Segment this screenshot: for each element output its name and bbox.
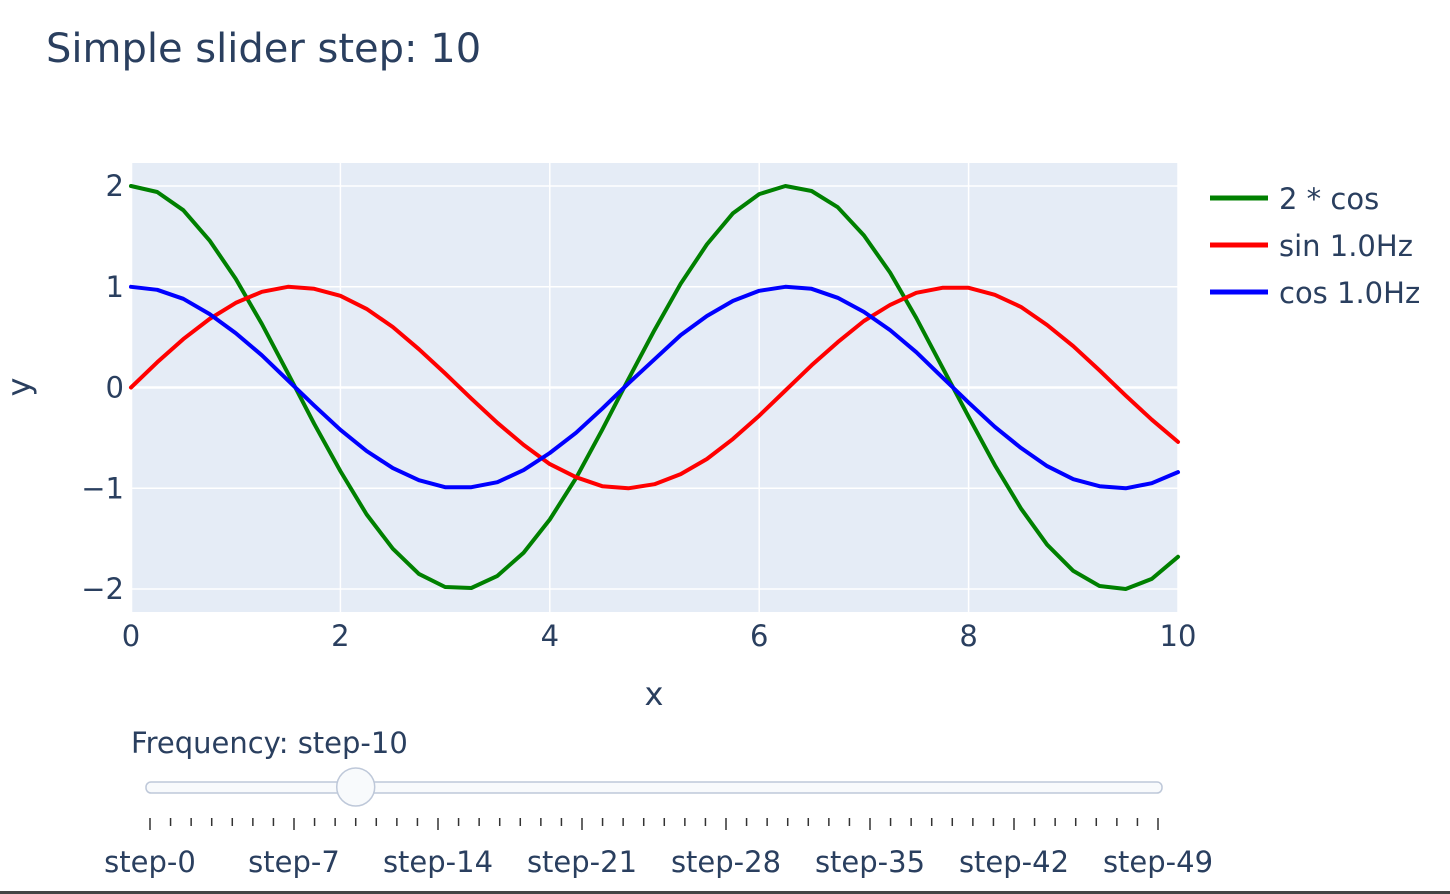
series-line-sin-1-0hz (129, 284, 1180, 491)
series-lines (129, 184, 1180, 591)
x-tick-label: 0 (122, 619, 140, 653)
legend-item[interactable]: sin 1.0Hz (1210, 229, 1413, 263)
x-tick-label: 4 (541, 619, 559, 653)
y-tick-label: 2 (106, 169, 124, 203)
slider-step-label[interactable]: step-42 (959, 845, 1069, 879)
y-axis-label: y (0, 378, 38, 397)
slider-rail[interactable] (145, 781, 1163, 794)
y-tick-label: 0 (106, 371, 124, 405)
legend-item[interactable]: 2 * cos (1210, 182, 1379, 216)
legend-label[interactable]: cos 1.0Hz (1279, 276, 1420, 310)
slider-step-labels: step-0 step-7 step-14 step-21 step-28 step-35… (104, 845, 1213, 879)
x-tick-label: 10 (1160, 619, 1197, 653)
slider-step-label[interactable]: step-7 (248, 845, 340, 879)
slider-step-label[interactable]: step-21 (527, 845, 637, 879)
legend-item[interactable]: cos 1.0Hz (1210, 276, 1420, 310)
y-tick-label: −1 (81, 471, 124, 505)
x-tick-label: 2 (331, 619, 349, 653)
slider-ticks (149, 818, 1159, 830)
y-tick-label: −2 (81, 572, 124, 606)
series-line-cos-1-0hz (129, 284, 1180, 491)
slider-current-value-label: Frequency: step-10 (131, 726, 408, 760)
x-tick-label: 6 (750, 619, 768, 653)
slider-step-label[interactable]: step-14 (383, 845, 493, 879)
bottom-border (0, 891, 1450, 894)
chart-title: Simple slider step: 10 (46, 26, 481, 72)
slider-step-label[interactable]: step-0 (104, 845, 196, 879)
legend: 2 * cos sin 1.0Hz cos 1.0Hz (1210, 182, 1420, 310)
slider-step-label[interactable]: step-28 (671, 845, 781, 879)
x-tick-label: 8 (959, 619, 977, 653)
x-axis-label: x (645, 675, 664, 713)
slider-step-label[interactable]: step-35 (815, 845, 925, 879)
series-line-2-cos (129, 184, 1180, 591)
legend-label[interactable]: sin 1.0Hz (1279, 229, 1413, 263)
slider-step-label[interactable]: step-49 (1103, 845, 1213, 879)
frequency-slider[interactable]: step-0 step-7 step-14 step-21 step-28 step-35… (104, 767, 1213, 879)
slider-handle[interactable] (335, 767, 376, 807)
y-tick-label: 1 (106, 270, 124, 304)
legend-label[interactable]: 2 * cos (1279, 182, 1379, 216)
